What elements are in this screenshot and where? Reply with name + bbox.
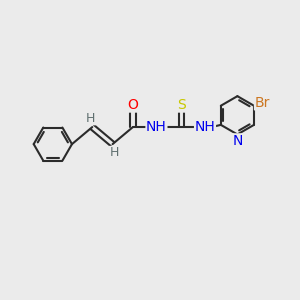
Text: H: H [86, 112, 95, 125]
Text: N: N [232, 134, 243, 148]
Text: O: O [128, 98, 138, 112]
Text: H: H [110, 146, 119, 159]
Text: NH: NH [146, 120, 167, 134]
Text: Br: Br [254, 96, 270, 110]
Text: S: S [177, 98, 186, 112]
Text: NH: NH [195, 120, 215, 134]
